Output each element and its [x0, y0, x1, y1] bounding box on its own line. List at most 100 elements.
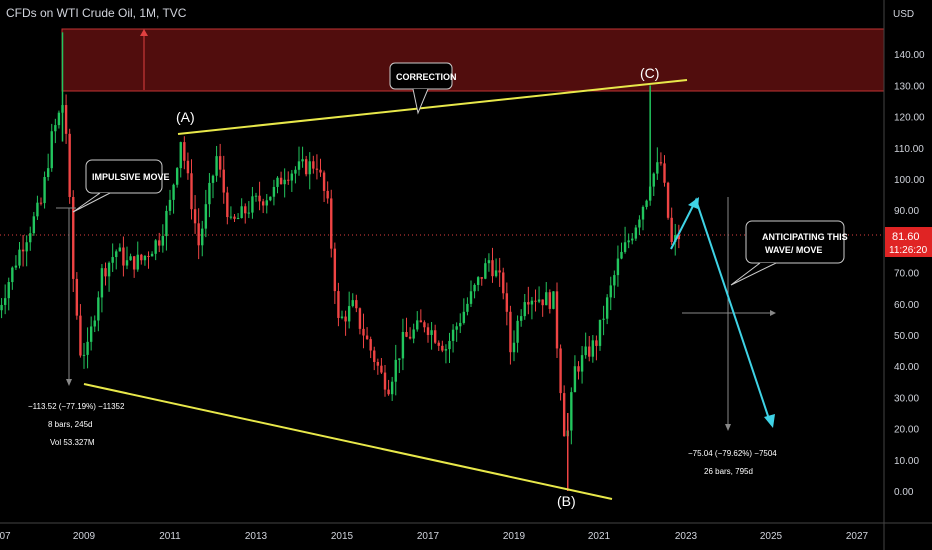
- candle-body: [512, 342, 516, 353]
- candle-body: [204, 204, 208, 229]
- candle-body: [233, 216, 236, 219]
- anticipating-label-2: WAVE/ MOVE: [765, 245, 822, 255]
- measure-tool-arrowhead-2: [770, 310, 776, 316]
- candle-body: [172, 184, 175, 200]
- candle-body: [304, 159, 308, 175]
- candle-body: [64, 105, 68, 134]
- candle-body: [150, 253, 154, 257]
- candle-body: [186, 160, 190, 174]
- candle-body: [656, 162, 659, 174]
- candle-body: [46, 168, 50, 178]
- candle-body: [251, 196, 254, 213]
- candle-body: [423, 322, 426, 328]
- candle-body: [7, 282, 10, 299]
- candle-body: [107, 262, 111, 277]
- candle-body: [419, 320, 423, 323]
- last-price-badge: [885, 227, 932, 257]
- candle-body: [297, 161, 301, 170]
- candle-body: [18, 249, 21, 266]
- candle-body: [559, 348, 562, 394]
- candle-body: [21, 249, 25, 252]
- candle-body: [588, 346, 591, 357]
- candle-body: [358, 308, 362, 329]
- y-tick-label: 90.00: [894, 206, 919, 217]
- measure1-line2: 8 bars, 245d: [48, 420, 92, 429]
- candle-body: [54, 125, 57, 132]
- candle-body: [36, 202, 39, 217]
- x-tick-label: 2025: [760, 531, 783, 542]
- candle-body: [283, 179, 286, 185]
- candle-body: [244, 206, 247, 214]
- x-tick-label: 2009: [73, 531, 96, 542]
- candle-body: [620, 251, 623, 259]
- candle-body: [502, 272, 505, 294]
- candle-body: [175, 168, 179, 185]
- candle-body: [254, 195, 258, 197]
- candle-body: [616, 258, 620, 276]
- candle-body: [455, 326, 458, 330]
- candle-body: [132, 256, 136, 270]
- candle-body: [433, 330, 437, 343]
- impulsive-callout-box: [85, 159, 163, 194]
- candle-body: [122, 247, 125, 266]
- candle-body: [362, 328, 365, 336]
- candle-body: [265, 200, 268, 206]
- candle-body: [670, 217, 673, 242]
- candle-body: [591, 340, 595, 357]
- candle-body: [168, 199, 172, 211]
- candle-body: [208, 182, 211, 205]
- x-axis: 07 2009 2011 2013 2015 2017 2019 2021 2023 2025 20…: [0, 531, 869, 542]
- candle-body: [476, 277, 480, 285]
- candle-body: [100, 268, 104, 298]
- projection-arrowhead-up: [688, 197, 699, 209]
- candle-body: [577, 366, 580, 372]
- candle-body: [11, 267, 14, 283]
- candle-body: [97, 297, 100, 321]
- chart-title: CFDs on WTI Crude Oil, 1M, TVC: [6, 6, 187, 20]
- candle-body: [580, 355, 584, 372]
- candle-body: [484, 263, 487, 279]
- candle-body: [595, 340, 598, 346]
- candle-body: [129, 256, 132, 261]
- candle-body: [573, 366, 577, 393]
- measure2-line2: 26 bars, 795d: [704, 467, 753, 476]
- candle-body: [666, 182, 670, 218]
- candle-body: [337, 291, 340, 318]
- candle-body: [369, 339, 372, 351]
- bar-countdown: 11:26:20: [889, 245, 928, 256]
- x-tick-label: 2019: [503, 531, 526, 542]
- candle-body: [505, 293, 509, 312]
- candle-body: [272, 186, 276, 197]
- y-tick-label: 100.00: [894, 175, 925, 186]
- candle-body: [57, 112, 61, 126]
- candle-body: [240, 206, 243, 219]
- candle-body: [183, 142, 186, 161]
- wave-c-label: (C): [640, 65, 659, 81]
- candle-body: [89, 326, 93, 342]
- candle-body: [473, 284, 476, 292]
- y-tick-label: 60.00: [894, 300, 919, 311]
- candle-body: [104, 268, 107, 277]
- x-tick-label: 07: [0, 531, 11, 542]
- candle-body: [441, 345, 444, 351]
- candle-body: [201, 228, 204, 246]
- candle-body: [93, 320, 96, 327]
- candle-body: [82, 354, 86, 356]
- y-tick-label: 20.00: [894, 425, 919, 436]
- candle-body: [638, 219, 641, 228]
- candle-body: [287, 179, 290, 181]
- candle-body: [43, 177, 46, 204]
- candle-body: [401, 331, 405, 359]
- candle-body: [86, 341, 89, 355]
- anticipating-label-1: ANTICIPATING THIS: [762, 232, 848, 242]
- candle-body: [154, 240, 157, 254]
- candle-body: [645, 200, 648, 207]
- y-tick-label: 30.00: [894, 393, 919, 404]
- candle-body: [394, 359, 397, 382]
- candle-body: [211, 175, 215, 183]
- candle-body: [426, 327, 430, 335]
- candle-body: [373, 350, 376, 362]
- candle-body: [462, 311, 466, 323]
- candle-body: [448, 340, 451, 350]
